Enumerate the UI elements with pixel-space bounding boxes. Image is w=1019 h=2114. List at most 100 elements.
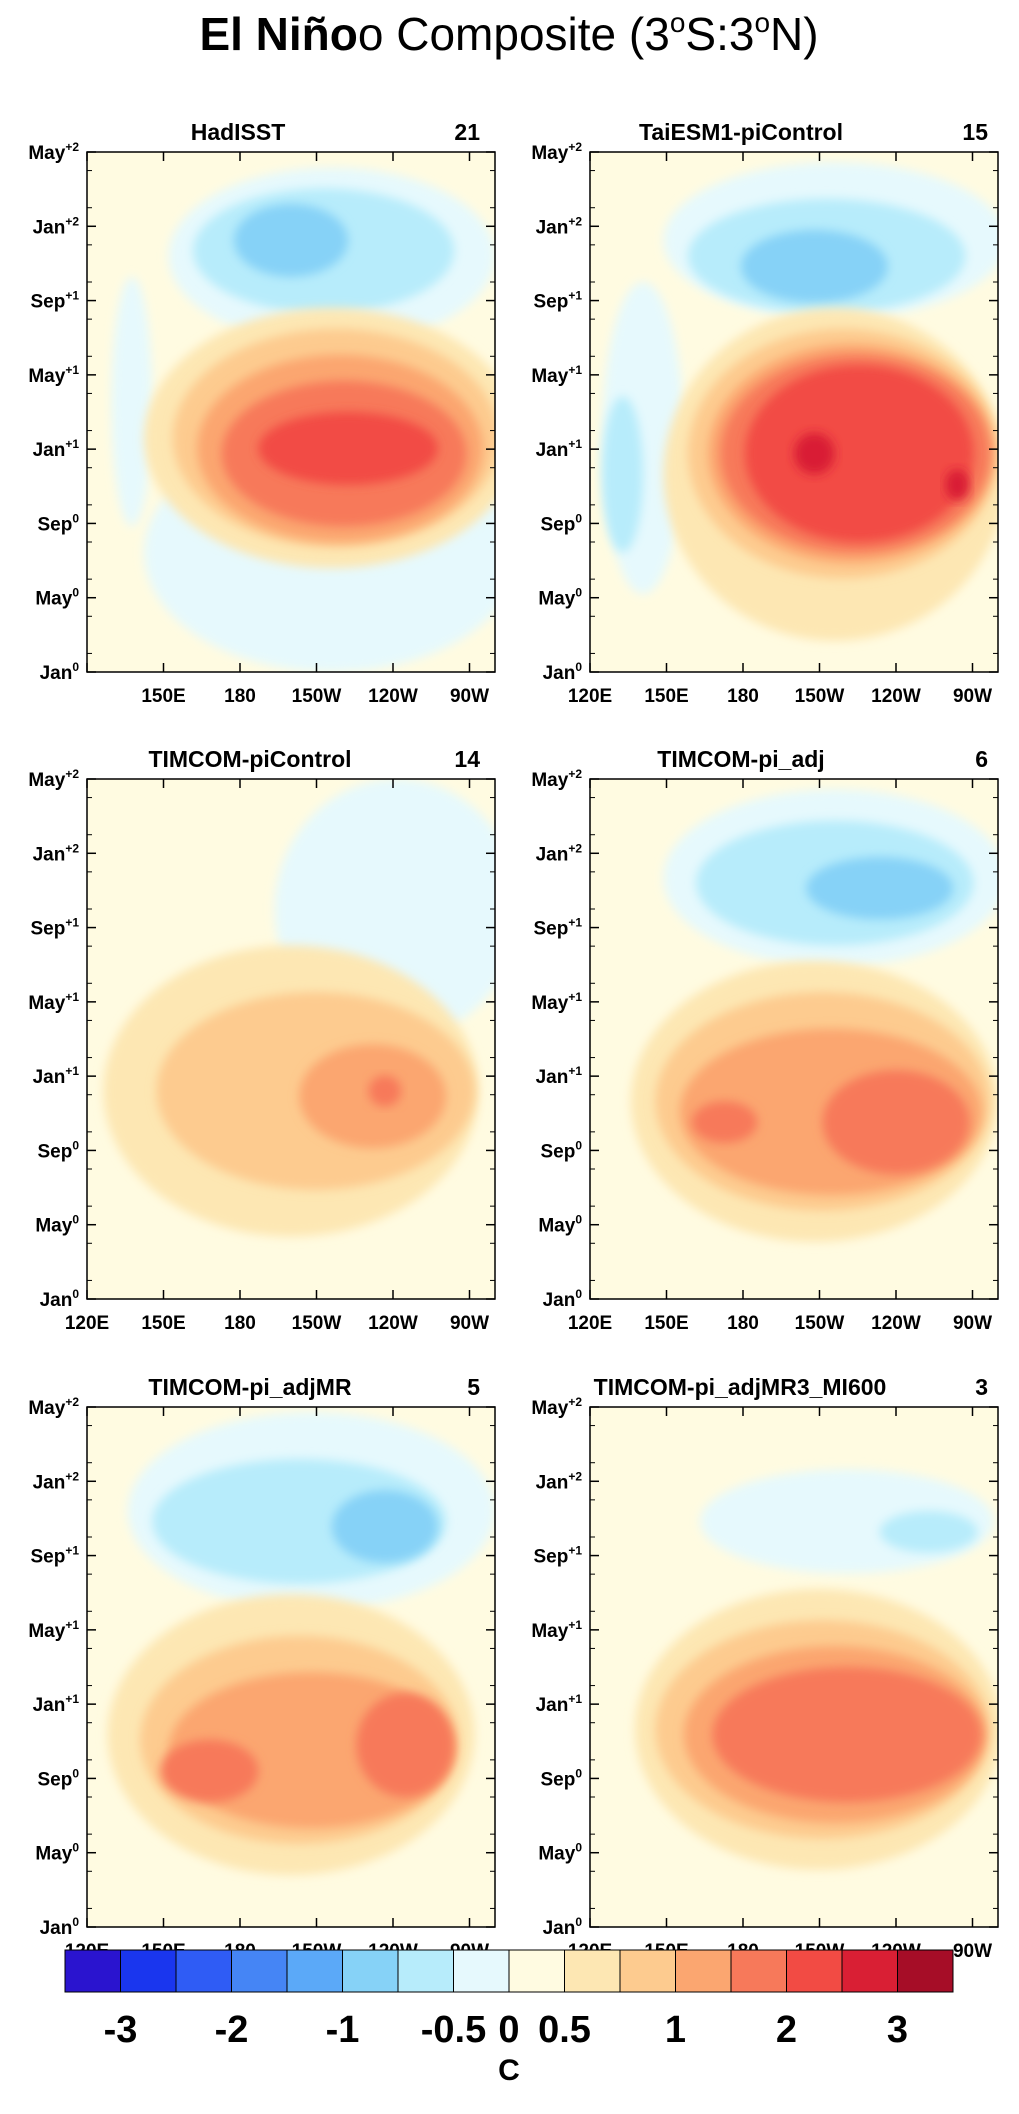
y-tick-label: Jan+2 [536,214,583,238]
colorbar-swatch [397,1949,454,1993]
y-tick-label: May+2 [531,1395,582,1419]
y-tick-label: May0 [35,1841,79,1865]
panel-count: 5 [467,1374,480,1400]
contour-region [944,469,970,501]
x-tick-label: 150W [795,686,845,707]
title-part-1: o Composite (3 [358,8,670,60]
colorbar-swatch [342,1949,399,1993]
x-tick-label: 150E [644,686,688,707]
colorbar-label: 1 [665,2009,686,2051]
panel-frame [86,1406,496,1928]
y-tick-label: Jan0 [543,1287,583,1311]
contour-region [602,396,644,553]
y-tick-label: May0 [35,1213,79,1237]
colorbar-swatch [841,1949,898,1993]
panel-count: 21 [454,119,480,145]
y-tick-label: Jan+1 [536,437,583,461]
contour-region [160,1739,259,1803]
title-superscript-1: o [670,7,686,38]
x-tick-label: 90W [450,1313,489,1334]
colorbar-swatch [508,1949,565,1993]
panel-count: 15 [962,119,988,145]
contour-region [692,1101,758,1143]
colorbar-swatch [231,1949,288,1993]
title-part-3: N) [770,8,819,60]
colorbar-label: 2 [776,2009,797,2051]
panel-taiesm1-picontrol: TaiESM1-piControl 15 Jan0 May0 Sep0 Jan+1 May+… [531,119,999,707]
contour-region [740,230,888,303]
colorbar-swatch [730,1949,787,1993]
x-tick-label: 90W [953,1313,992,1334]
panel-title: TIMCOM-piControl [148,746,351,772]
y-tick-label: May+1 [28,363,79,387]
colorbar-label: 0 [498,2009,519,2051]
y-tick-label: May+1 [531,1618,582,1642]
contour-region [822,1070,970,1175]
y-tick-label: Jan+1 [33,437,80,461]
y-tick-label: Jan0 [543,1915,583,1939]
colorbar-swatch [175,1949,232,1993]
y-tick-label: Sep+1 [30,916,79,940]
x-tick-label: 150W [292,686,342,707]
anomaly-field [634,1469,998,1870]
y-tick-label: Jan0 [40,1915,80,1939]
panel-count: 14 [454,746,480,772]
panel-frame [589,151,999,673]
contour-region [794,432,835,475]
x-tick-label: 120E [65,1313,109,1334]
y-tick-label: May+2 [531,140,582,164]
colorbar-label: -0.5 [421,2009,486,2051]
x-tick-label: 120E [568,686,612,707]
x-tick-label: 180 [224,686,256,707]
colorbar-unit: C [498,2054,520,2087]
y-tick-label: Sep0 [540,1138,582,1162]
colorbar-label: -2 [215,2009,249,2051]
contour-region [745,365,974,542]
y-tick-label: Jan0 [40,660,80,684]
panel-frame [589,1406,999,1928]
colorbar-swatch [786,1949,843,1993]
contour-region [107,805,149,857]
y-tick-label: Jan+1 [33,1692,80,1716]
y-tick-label: May+1 [28,1618,79,1642]
x-tick-label: 180 [727,1313,759,1334]
y-tick-label: Jan0 [543,660,583,684]
anomaly-field [107,1412,495,1875]
x-tick-label: 180 [727,686,759,707]
y-tick-label: Jan+1 [536,1064,583,1088]
y-tick-label: Jan0 [40,1287,80,1311]
colorbar-swatch [453,1949,510,1993]
colorbar-label: 0.5 [538,2009,591,2051]
panel-count: 3 [975,1374,988,1400]
contour-region [712,1667,982,1803]
contour-region [331,1490,438,1563]
x-tick-label: 90W [953,1941,992,1962]
x-tick-label: 90W [953,686,992,707]
panel-timcom-pi-adj: TIMCOM-pi_adj 6 Jan0 May0 Sep0 Jan+1 May+1 Sep+… [531,746,999,1334]
y-tick-label: May+2 [28,767,79,791]
x-tick-label: 90W [450,686,489,707]
y-tick-label: Sep+1 [30,289,79,313]
panel-frame [86,151,496,673]
y-tick-label: Jan+2 [536,841,583,865]
panel-timcom-picontrol: TIMCOM-piControl 14 Jan0 May0 Sep0 Jan+1 May+1… [28,746,496,1334]
anomaly-field [602,162,998,641]
y-tick-label: Jan+2 [33,214,80,238]
panel-timcom-pi-adjmr3-mi600: TIMCOM-pi_adjMR3_MI600 3 Jan0 May0 Sep0 Jan+1… [531,1374,999,1962]
x-tick-label: 150W [795,1313,845,1334]
y-tick-label: May0 [538,1841,582,1865]
panel-title: TIMCOM-pi_adjMR [148,1374,352,1400]
colorbar-swatch [286,1949,343,1993]
y-tick-label: May0 [538,586,582,610]
x-tick-label: 120W [871,1313,921,1334]
title-superscript-2: o [754,7,770,38]
panel-frame [86,778,496,1300]
y-tick-label: May+1 [531,990,582,1014]
anomaly-field [111,167,495,672]
y-tick-label: May+1 [28,990,79,1014]
x-tick-label: 150E [644,1313,688,1334]
panel-title: TIMCOM-pi_adjMR3_MI600 [594,1374,887,1400]
y-tick-label: Jan+2 [33,1469,80,1493]
contour-region [368,1075,402,1107]
y-tick-label: Jan+2 [33,841,80,865]
